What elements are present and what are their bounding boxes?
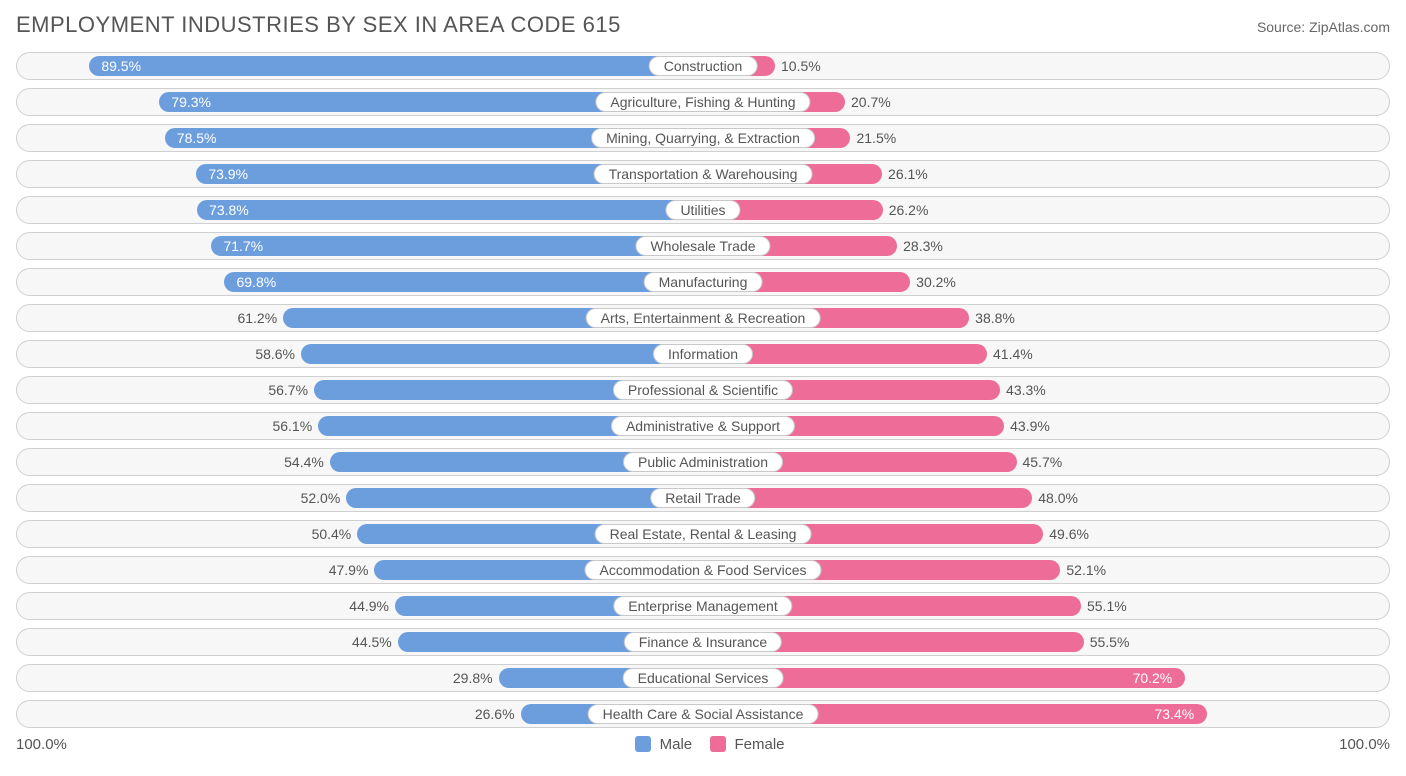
male-pct-label: 71.7% — [223, 238, 263, 254]
female-pct-label: 55.1% — [1087, 598, 1127, 614]
bar-row: 71.7% 28.3% Wholesale Trade — [16, 232, 1390, 260]
industry-label: Agriculture, Fishing & Hunting — [595, 92, 810, 112]
female-pct-label: 30.2% — [916, 274, 956, 290]
female-pct-label: 26.1% — [888, 166, 928, 182]
bar-row: 50.4% 49.6% Real Estate, Rental & Leasing — [16, 520, 1390, 548]
industry-label: Real Estate, Rental & Leasing — [595, 524, 812, 544]
industry-label: Utilities — [665, 200, 740, 220]
axis-right-label: 100.0% — [1253, 736, 1390, 753]
male-pct-label: 56.1% — [272, 418, 312, 434]
industry-label: Retail Trade — [650, 488, 755, 508]
female-pct-label: 28.3% — [903, 238, 943, 254]
male-bar — [89, 56, 703, 76]
male-pct-label: 89.5% — [101, 58, 141, 74]
male-bar — [211, 236, 703, 256]
industry-label: Accommodation & Food Services — [585, 560, 822, 580]
male-bar — [224, 272, 703, 292]
male-pct-label: 44.9% — [349, 598, 389, 614]
male-pct-label: 26.6% — [475, 706, 515, 722]
bar-row: 56.7% 43.3% Professional & Scientific — [16, 376, 1390, 404]
bar-row: 44.5% 55.5% Finance & Insurance — [16, 628, 1390, 656]
female-pct-label: 48.0% — [1038, 490, 1078, 506]
female-pct-label: 38.8% — [975, 310, 1015, 326]
bar-row: 29.8% 70.2% Educational Services — [16, 664, 1390, 692]
male-pct-label: 73.9% — [208, 166, 248, 182]
industry-label: Construction — [649, 56, 758, 76]
legend-label-female: Female — [735, 736, 785, 753]
male-pct-label: 54.4% — [284, 454, 324, 470]
female-pct-label: 70.2% — [1133, 670, 1173, 686]
diverging-bar-chart: 89.5% 10.5% Construction 79.3% 20.7% Agricult… — [16, 52, 1390, 728]
female-pct-label: 55.5% — [1090, 634, 1130, 650]
legend-swatch-female — [710, 736, 726, 752]
female-pct-label: 49.6% — [1049, 526, 1089, 542]
male-pct-label: 58.6% — [255, 346, 295, 362]
chart-footer: 100.0% Male Female 100.0% — [16, 736, 1390, 753]
industry-label: Enterprise Management — [613, 596, 792, 616]
male-pct-label: 78.5% — [177, 130, 217, 146]
source-value: ZipAtlas.com — [1309, 19, 1390, 35]
male-pct-label: 44.5% — [352, 634, 392, 650]
bar-row: 54.4% 45.7% Public Administration — [16, 448, 1390, 476]
female-pct-label: 10.5% — [781, 58, 821, 74]
industry-label: Educational Services — [623, 668, 784, 688]
bar-row: 89.5% 10.5% Construction — [16, 52, 1390, 80]
industry-label: Mining, Quarrying, & Extraction — [591, 128, 815, 148]
female-pct-label: 43.9% — [1010, 418, 1050, 434]
legend-swatch-male — [635, 736, 651, 752]
industry-label: Health Care & Social Assistance — [588, 704, 819, 724]
male-pct-label: 69.8% — [236, 274, 276, 290]
male-bar — [197, 200, 703, 220]
bar-row: 58.6% 41.4% Information — [16, 340, 1390, 368]
female-pct-label: 43.3% — [1006, 382, 1046, 398]
bar-row: 73.8% 26.2% Utilities — [16, 196, 1390, 224]
legend: Male Female — [153, 736, 1252, 753]
male-pct-label: 50.4% — [312, 526, 352, 542]
female-pct-label: 41.4% — [993, 346, 1033, 362]
industry-label: Public Administration — [623, 452, 783, 472]
industry-label: Information — [653, 344, 753, 364]
chart-header: EMPLOYMENT INDUSTRIES BY SEX IN AREA COD… — [16, 12, 1390, 38]
male-pct-label: 29.8% — [453, 670, 493, 686]
chart-source: Source: ZipAtlas.com — [1257, 19, 1390, 35]
male-pct-label: 56.7% — [268, 382, 308, 398]
bar-row: 69.8% 30.2% Manufacturing — [16, 268, 1390, 296]
female-pct-label: 52.1% — [1066, 562, 1106, 578]
male-pct-label: 47.9% — [329, 562, 369, 578]
industry-label: Manufacturing — [644, 272, 763, 292]
female-pct-label: 73.4% — [1155, 706, 1195, 722]
axis-left-label: 100.0% — [16, 736, 153, 753]
bar-row: 78.5% 21.5% Mining, Quarrying, & Extractio… — [16, 124, 1390, 152]
bar-row: 52.0% 48.0% Retail Trade — [16, 484, 1390, 512]
female-pct-label: 21.5% — [856, 130, 896, 146]
female-pct-label: 26.2% — [889, 202, 929, 218]
bar-row: 79.3% 20.7% Agriculture, Fishing & Hunting — [16, 88, 1390, 116]
bar-row: 47.9% 52.1% Accommodation & Food Services — [16, 556, 1390, 584]
chart-title: EMPLOYMENT INDUSTRIES BY SEX IN AREA COD… — [16, 12, 621, 38]
legend-label-male: Male — [660, 736, 693, 753]
industry-label: Finance & Insurance — [624, 632, 782, 652]
industry-label: Administrative & Support — [611, 416, 795, 436]
source-label: Source: — [1257, 19, 1305, 35]
male-pct-label: 79.3% — [171, 94, 211, 110]
female-pct-label: 20.7% — [851, 94, 891, 110]
bar-row: 56.1% 43.9% Administrative & Support — [16, 412, 1390, 440]
bar-row: 73.9% 26.1% Transportation & Warehousing — [16, 160, 1390, 188]
industry-label: Professional & Scientific — [613, 380, 793, 400]
industry-label: Arts, Entertainment & Recreation — [586, 308, 821, 328]
female-pct-label: 45.7% — [1023, 454, 1063, 470]
male-pct-label: 61.2% — [237, 310, 277, 326]
industry-label: Wholesale Trade — [635, 236, 770, 256]
bar-row: 26.6% 73.4% Health Care & Social Assistanc… — [16, 700, 1390, 728]
bar-row: 44.9% 55.1% Enterprise Management — [16, 592, 1390, 620]
male-pct-label: 73.8% — [209, 202, 249, 218]
bar-row: 61.2% 38.8% Arts, Entertainment & Recreati… — [16, 304, 1390, 332]
industry-label: Transportation & Warehousing — [594, 164, 813, 184]
male-bar — [301, 344, 703, 364]
male-pct-label: 52.0% — [301, 490, 341, 506]
